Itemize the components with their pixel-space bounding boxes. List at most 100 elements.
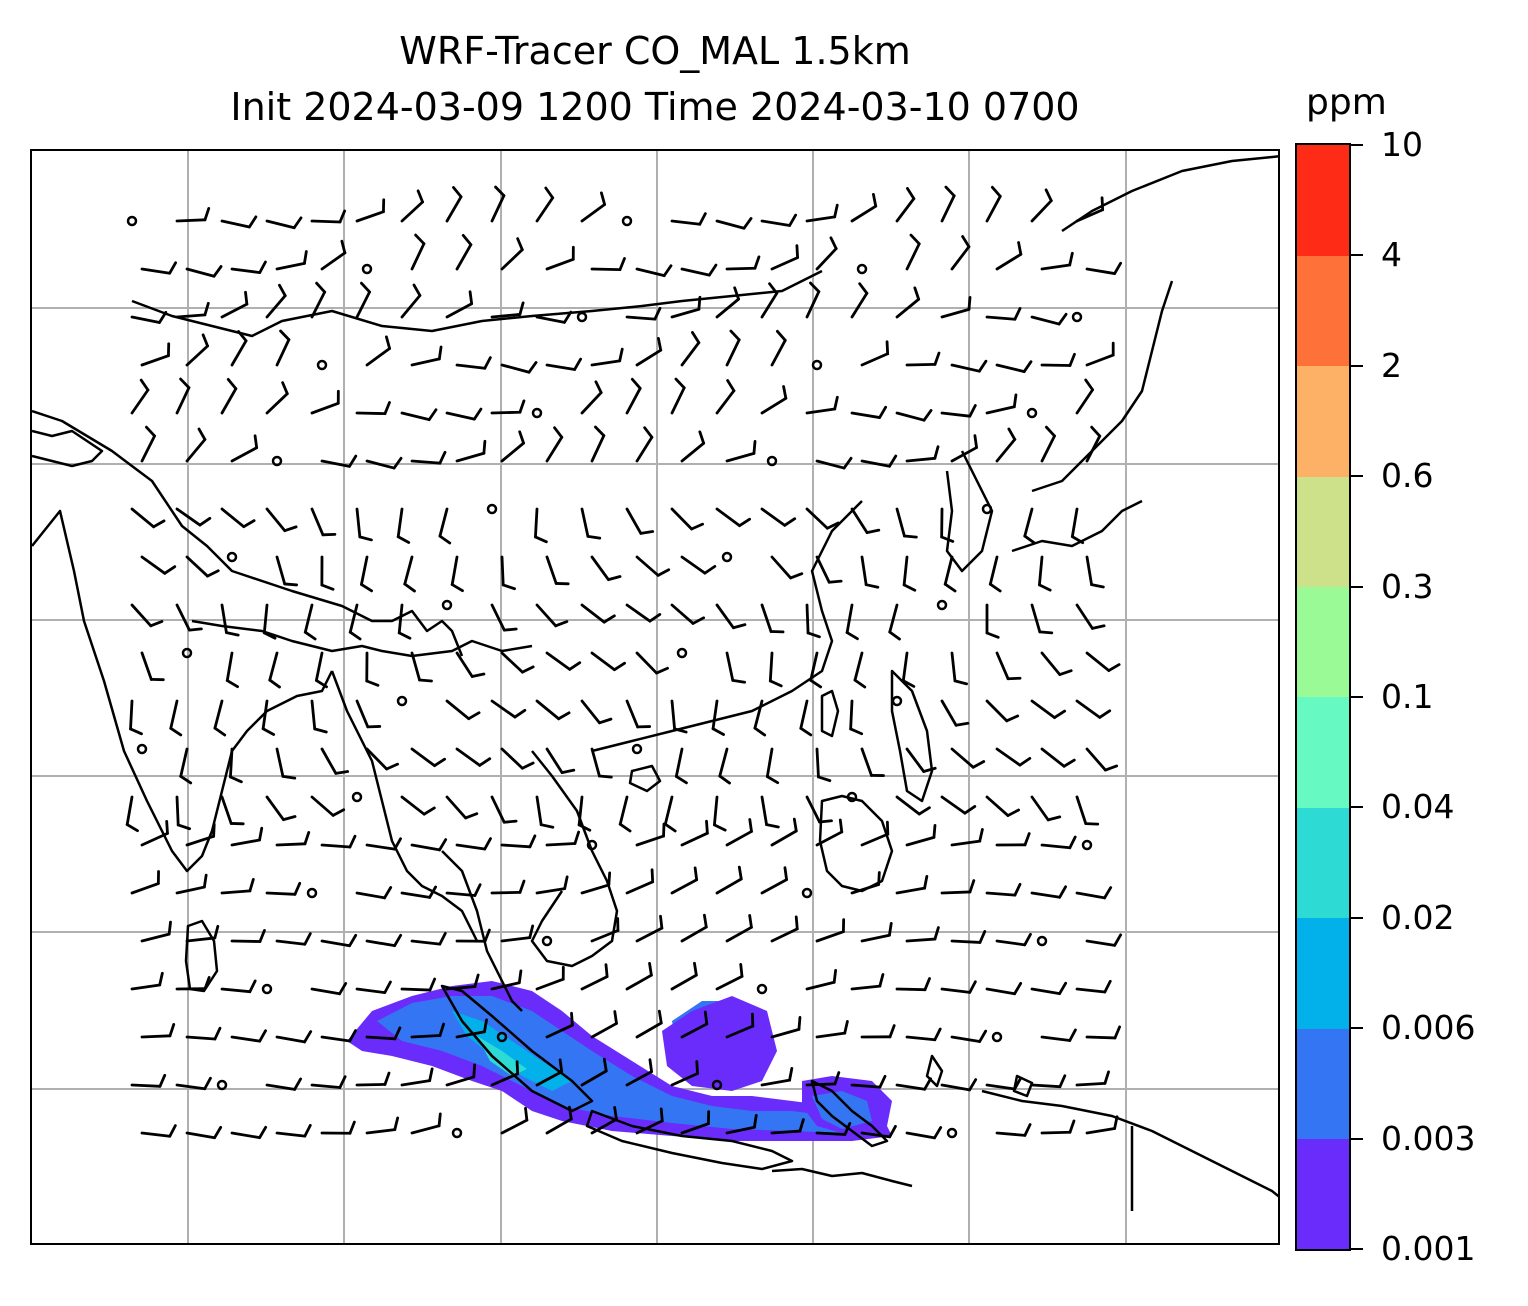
wind-barb [490,301,525,319]
wind-barb-flag [416,189,424,204]
wind-barb-shaft [985,699,1009,723]
wind-barb-shaft [275,1035,306,1044]
colorbar-segment [1297,145,1349,256]
wind-barb-flag [360,583,373,593]
wind-barb-shaft [220,219,251,229]
wind-barb [715,217,753,230]
wind-barb [905,351,941,367]
wind-barb-flag [602,1057,608,1073]
wind-barb-shaft [940,411,972,418]
wind-barb-flag [258,928,266,943]
wind-barb [1085,933,1123,947]
wind-barb-shaft [140,932,171,943]
wind-barb-shaft [445,795,468,820]
wind-barb-shaft [580,975,609,991]
wind-barb-shaft [940,308,971,319]
wind-barb [590,917,620,943]
coastline-segment [1011,499,1143,553]
wind-barb-shaft [768,651,774,683]
wind-barb [590,1010,618,1039]
wind-barb-flag [179,774,193,785]
coastline-segment [628,764,662,793]
wind-barb [580,380,603,415]
wind-barb-flag [517,969,523,985]
wind-barb [805,795,833,824]
wind-barb-shaft [850,1083,882,1089]
wind-barb-flag [201,333,209,348]
wind-barb [590,651,626,672]
wind-barb-flag [560,768,576,775]
calm-wind-marker [306,887,318,899]
wind-barb [229,747,243,784]
calm-wind-marker [946,1127,958,1139]
wind-barb [314,651,328,689]
wind-barb [410,838,448,852]
wind-barb-flag [1013,882,1022,897]
wind-barb-flag [697,295,702,311]
wind-barb-flag [1070,535,1085,545]
wind-barb-flag [838,818,844,834]
wind-barb-flag [917,806,931,816]
wind-barb-shaft [1030,699,1056,719]
wind-barb-flag [809,281,821,294]
wind-barb-shaft [455,363,487,370]
wind-barb [670,699,688,734]
wind-barb [1075,378,1095,415]
wind-barb-shaft [715,877,743,895]
wind-barb-flag [516,237,524,252]
wind-barb-flag [539,823,555,829]
wind-barb [625,306,662,321]
wind-barb-shaft [845,603,854,634]
wind-barb-shaft [905,1131,936,1140]
wind-barb [625,377,642,415]
wind-barb [275,831,311,847]
wind-barb [1030,795,1062,822]
wind-barb-shaft [1075,891,1106,900]
wind-barb-flag [853,678,867,689]
wind-barb-flag [281,381,289,396]
wind-barb [455,439,487,463]
wind-barb-flag [885,340,890,356]
wind-barb-flag [528,924,535,940]
wind-barb [985,882,1022,897]
calm-wind-marker [856,263,868,275]
wind-barb-flag [1013,307,1022,321]
wind-barb-shaft [770,338,787,367]
wind-barb [490,795,518,824]
wind-barb-shaft [995,651,1010,681]
wind-barb [770,555,804,580]
wind-barb-flag [213,726,227,737]
wind-barb-shaft [310,1083,342,1089]
wind-barb-shaft [220,507,246,529]
wind-barb-flag [518,879,526,894]
wind-barb [760,213,798,227]
wind-barb [725,651,747,684]
wind-barb-flag [452,186,463,199]
wind-barb-flag [567,1105,573,1121]
wind-barb-flag [653,306,662,321]
wind-barb-flag [258,1125,268,1140]
wind-barb-shaft [770,927,799,943]
wind-barb [220,795,245,826]
wind-barb [905,926,940,943]
wind-barb-shaft [760,1078,791,1087]
wind-barb-shaft [500,936,532,943]
calm-wind-marker [316,359,328,371]
wind-barb-shaft [715,297,740,319]
wind-barb [265,1077,303,1091]
wind-barb-shaft [355,987,387,995]
wind-barb-flag [573,830,581,845]
wind-barb-shaft [403,555,414,586]
wind-barb-shaft [680,1022,709,1039]
wind-barb [849,699,864,736]
wind-barb [130,1073,167,1088]
wind-barb-shaft [805,1082,837,1087]
wind-barb-shaft [995,1131,1027,1137]
wind-barb-shaft [545,842,577,847]
calm-wind-marker [576,311,588,323]
wind-barb-shaft [185,1035,217,1041]
colorbar-tick-label: 10 [1381,125,1423,164]
wind-barb-flag [168,1023,176,1038]
wind-barb-shaft [725,338,741,367]
wind-barb [590,555,622,582]
